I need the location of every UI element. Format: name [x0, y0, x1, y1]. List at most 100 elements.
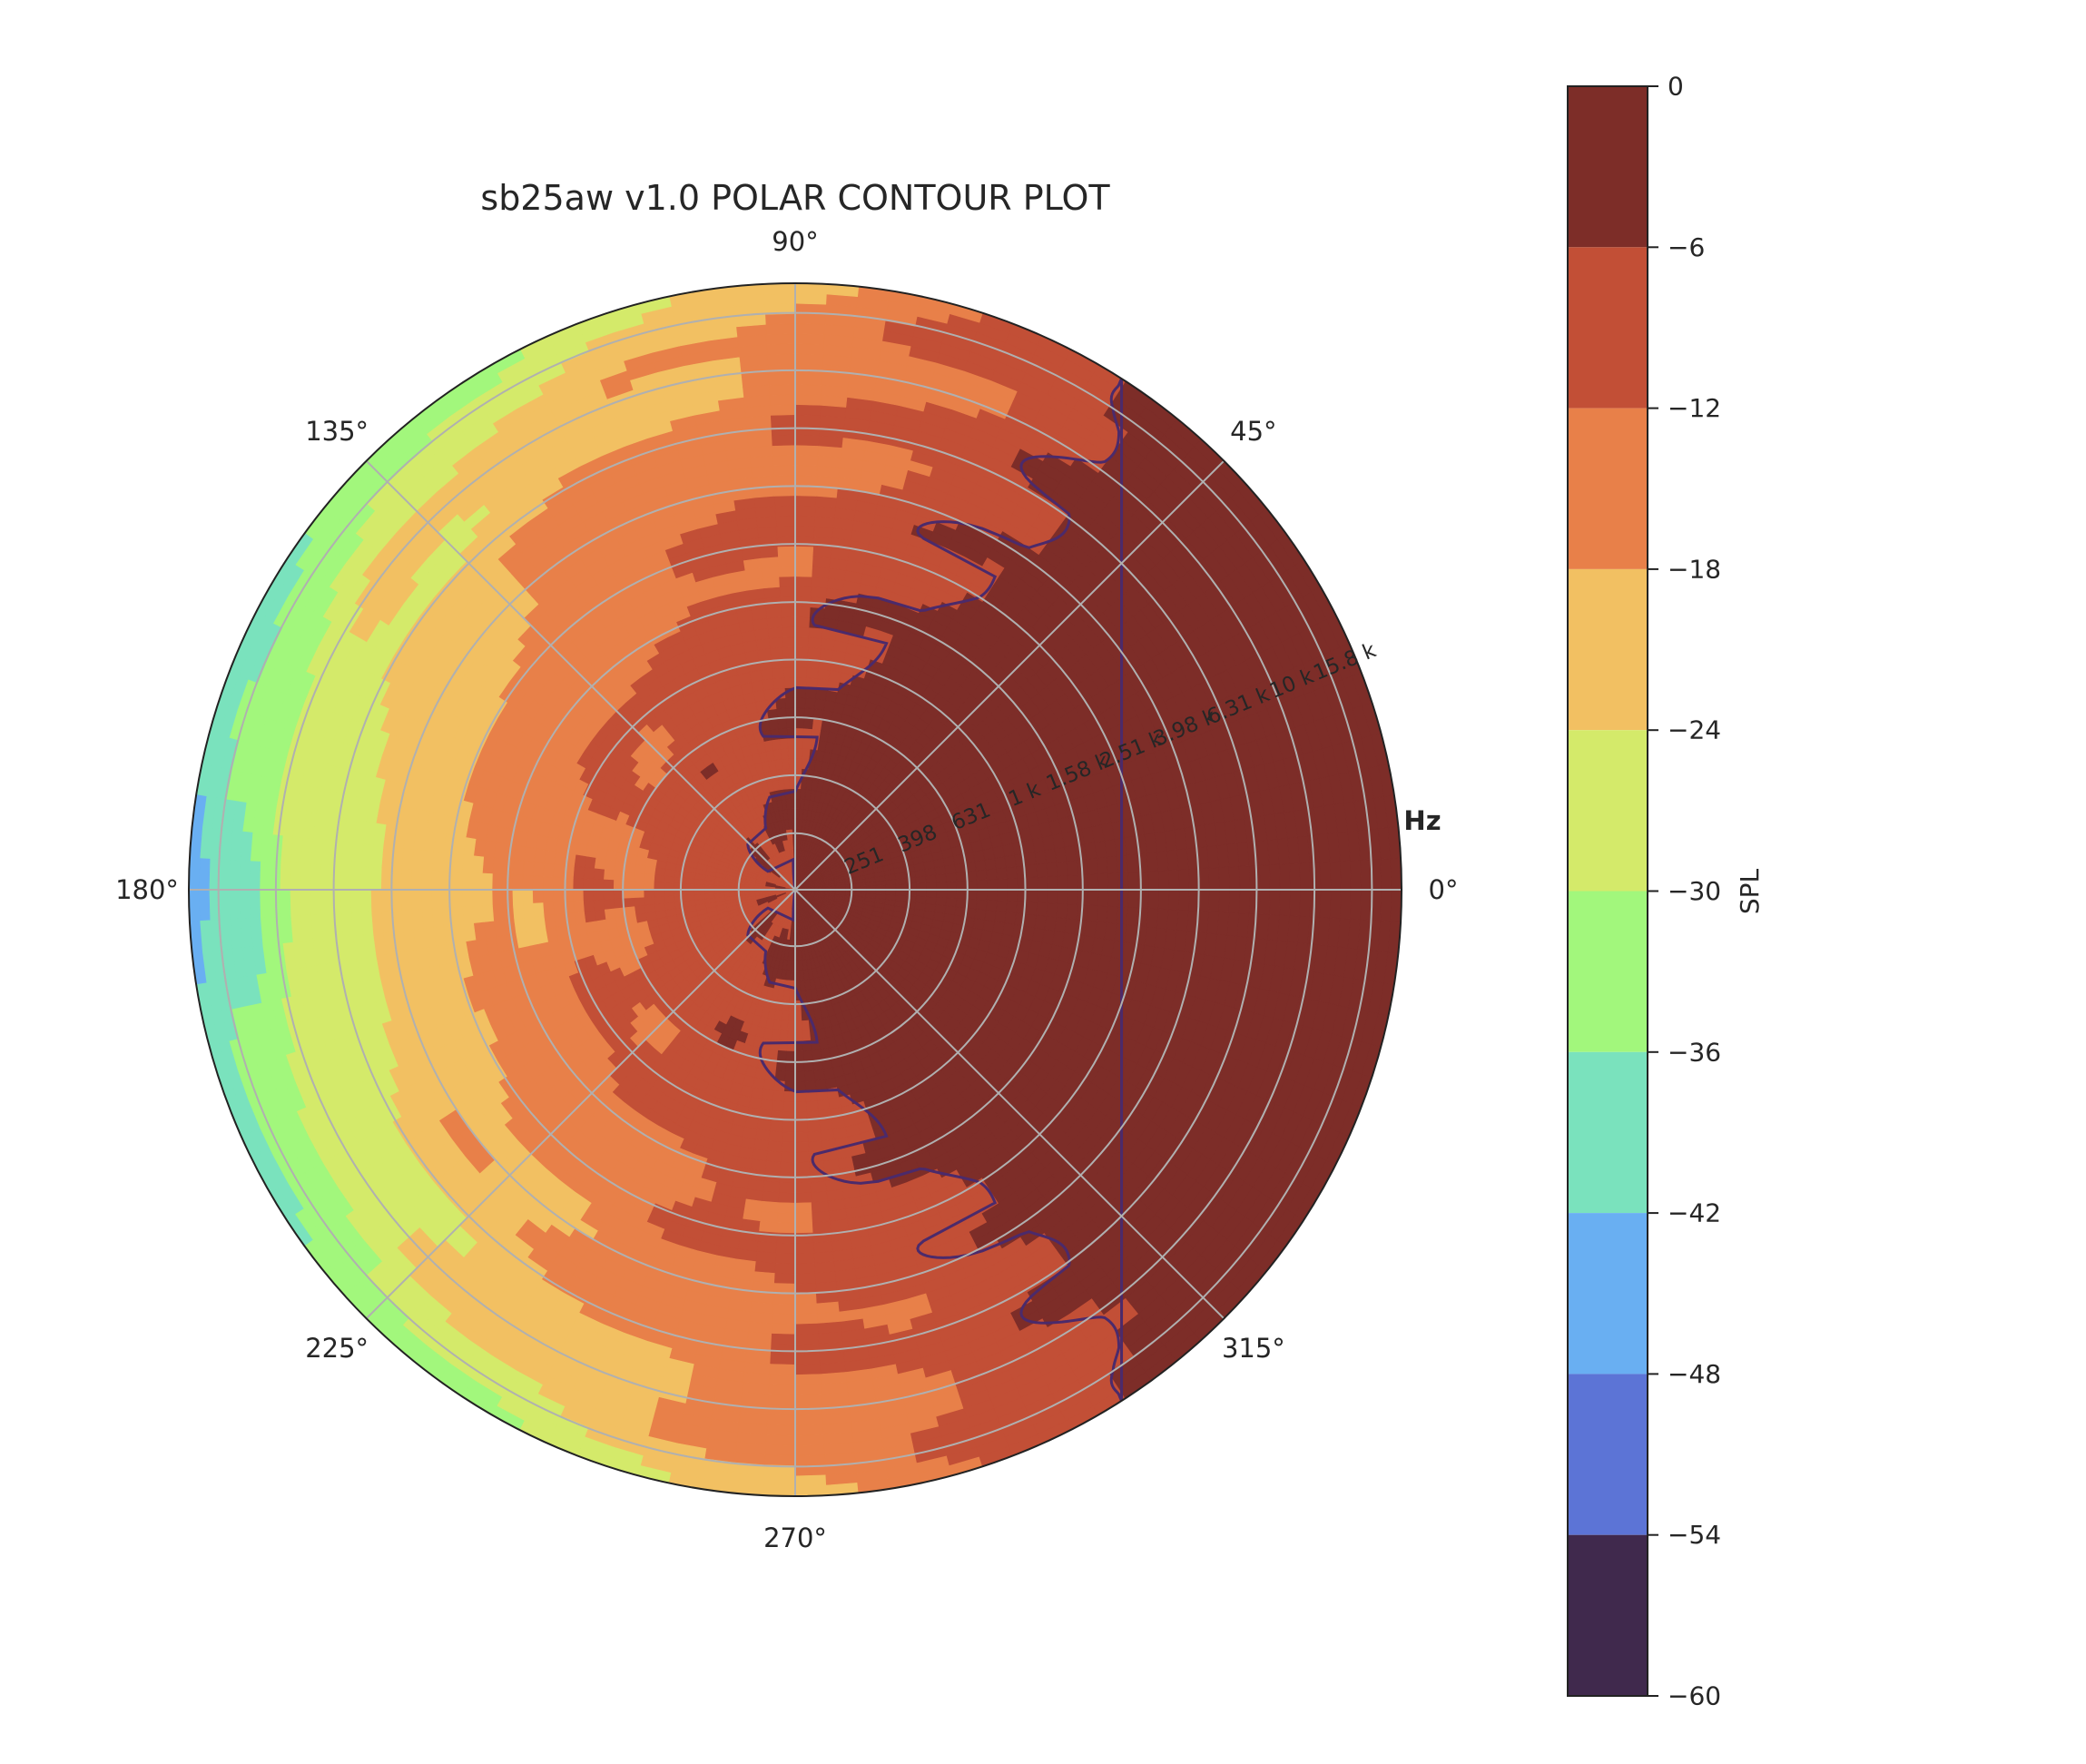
heatmap-cell — [777, 556, 796, 567]
heatmap-cell — [955, 871, 968, 882]
heatmap-cell — [1067, 889, 1079, 905]
heatmap-cell — [451, 906, 464, 926]
heatmap-cell — [773, 495, 796, 507]
heatmap-cell — [370, 911, 384, 935]
heatmap-cell — [674, 882, 685, 891]
heatmap-cell — [756, 1241, 777, 1254]
heatmap-cell — [553, 851, 566, 866]
heatmap-cell — [794, 1273, 817, 1285]
heatmap-cell — [775, 1242, 796, 1255]
heatmap-cell — [603, 879, 615, 891]
heatmap-cell — [766, 1150, 782, 1163]
heatmap-cell — [1004, 854, 1017, 868]
heatmap-cell — [1198, 867, 1210, 891]
heatmap-cell — [814, 688, 828, 701]
heatmap-cell — [954, 906, 967, 917]
heatmap-cell — [767, 626, 782, 639]
heatmap-cell — [1027, 889, 1038, 903]
heatmap-cell — [542, 876, 554, 891]
heatmap-cell — [976, 879, 988, 891]
heatmap-cell — [370, 889, 382, 912]
heatmap-cell — [644, 865, 656, 876]
heatmap-cell — [572, 877, 584, 891]
heatmap-cell — [756, 526, 777, 538]
heatmap-cell — [400, 868, 412, 891]
heatmap-cell — [802, 748, 811, 760]
heatmap-cell — [1006, 866, 1018, 880]
heatmap-cell — [761, 1200, 780, 1214]
heatmap-cell — [522, 902, 535, 919]
heatmap-cell — [1066, 903, 1078, 920]
heatmap-cell — [543, 850, 556, 865]
heatmap-cell — [794, 606, 811, 618]
heatmap-cell — [772, 1100, 785, 1112]
heatmap-cell — [819, 1119, 834, 1132]
heatmap-cell — [986, 899, 998, 912]
heatmap-cell — [593, 889, 605, 901]
heatmap-cell — [794, 1101, 808, 1113]
heatmap-cell — [811, 1190, 829, 1203]
heatmap-cell — [785, 1050, 796, 1062]
heatmap-cell — [976, 889, 988, 901]
heatmap-cell — [810, 1180, 828, 1193]
heatmap-cell — [623, 898, 635, 909]
heatmap-cell — [1037, 889, 1048, 903]
heatmap-cell — [772, 1293, 796, 1305]
heatmap-cell — [754, 1261, 776, 1274]
heatmap-cell — [411, 909, 424, 931]
heatmap-cell — [986, 868, 998, 881]
heatmap-cell — [779, 1030, 789, 1042]
heatmap-cell — [584, 910, 596, 923]
heatmap-cell — [755, 637, 771, 651]
heatmap-cell — [905, 882, 917, 891]
heatmap-cell — [782, 666, 796, 678]
heatmap-cell — [794, 576, 812, 587]
heatmap-cell — [783, 676, 796, 688]
heatmap-cell — [603, 869, 615, 881]
heatmap-cell — [1168, 869, 1180, 891]
heatmap-cell — [370, 844, 384, 869]
heatmap-cell — [936, 881, 948, 891]
heatmap-cell — [916, 882, 928, 891]
heatmap-cell — [794, 1263, 816, 1275]
heatmap-cell — [400, 889, 412, 912]
heatmap-cell — [778, 1202, 796, 1214]
heatmap-cell — [997, 889, 1009, 902]
heatmap-cell — [603, 899, 615, 911]
heatmap-cell — [776, 1050, 787, 1062]
heatmap-cell — [776, 717, 787, 730]
heatmap-cell — [491, 873, 503, 891]
heatmap-cell — [623, 889, 635, 900]
heatmap-cell — [807, 646, 822, 659]
heatmap-cell — [924, 902, 937, 912]
heatmap-cell — [794, 495, 817, 507]
heatmap-cell — [1007, 877, 1018, 891]
heatmap-cell — [775, 515, 796, 527]
heatmap-cell — [461, 854, 475, 873]
heatmap-cell — [694, 879, 705, 886]
heatmap-cell — [421, 850, 434, 872]
heatmap-cell — [420, 870, 433, 891]
heatmap-cell — [1056, 902, 1068, 919]
heatmap-cell — [780, 1151, 796, 1163]
heatmap-cell — [653, 889, 664, 898]
heatmap-cell — [778, 576, 796, 587]
heatmap-cell — [633, 872, 645, 882]
heatmap-cell — [522, 874, 534, 891]
heatmap-cell — [1036, 902, 1048, 917]
heatmap-cell — [471, 889, 483, 907]
heatmap-cell — [974, 859, 987, 872]
heatmap-cell — [1107, 872, 1119, 891]
heatmap-cell — [946, 881, 958, 891]
heatmap-cell — [766, 616, 782, 629]
heatmap-cell — [401, 848, 414, 871]
heatmap-cell — [664, 869, 676, 878]
heatmap-cell — [410, 889, 422, 911]
heatmap-cell — [782, 646, 796, 658]
heatmap-cell — [996, 867, 1008, 880]
heatmap-cell — [574, 854, 586, 868]
heatmap-cell — [794, 636, 809, 648]
heatmap-cell — [1006, 900, 1018, 913]
heatmap-cell — [753, 496, 776, 508]
